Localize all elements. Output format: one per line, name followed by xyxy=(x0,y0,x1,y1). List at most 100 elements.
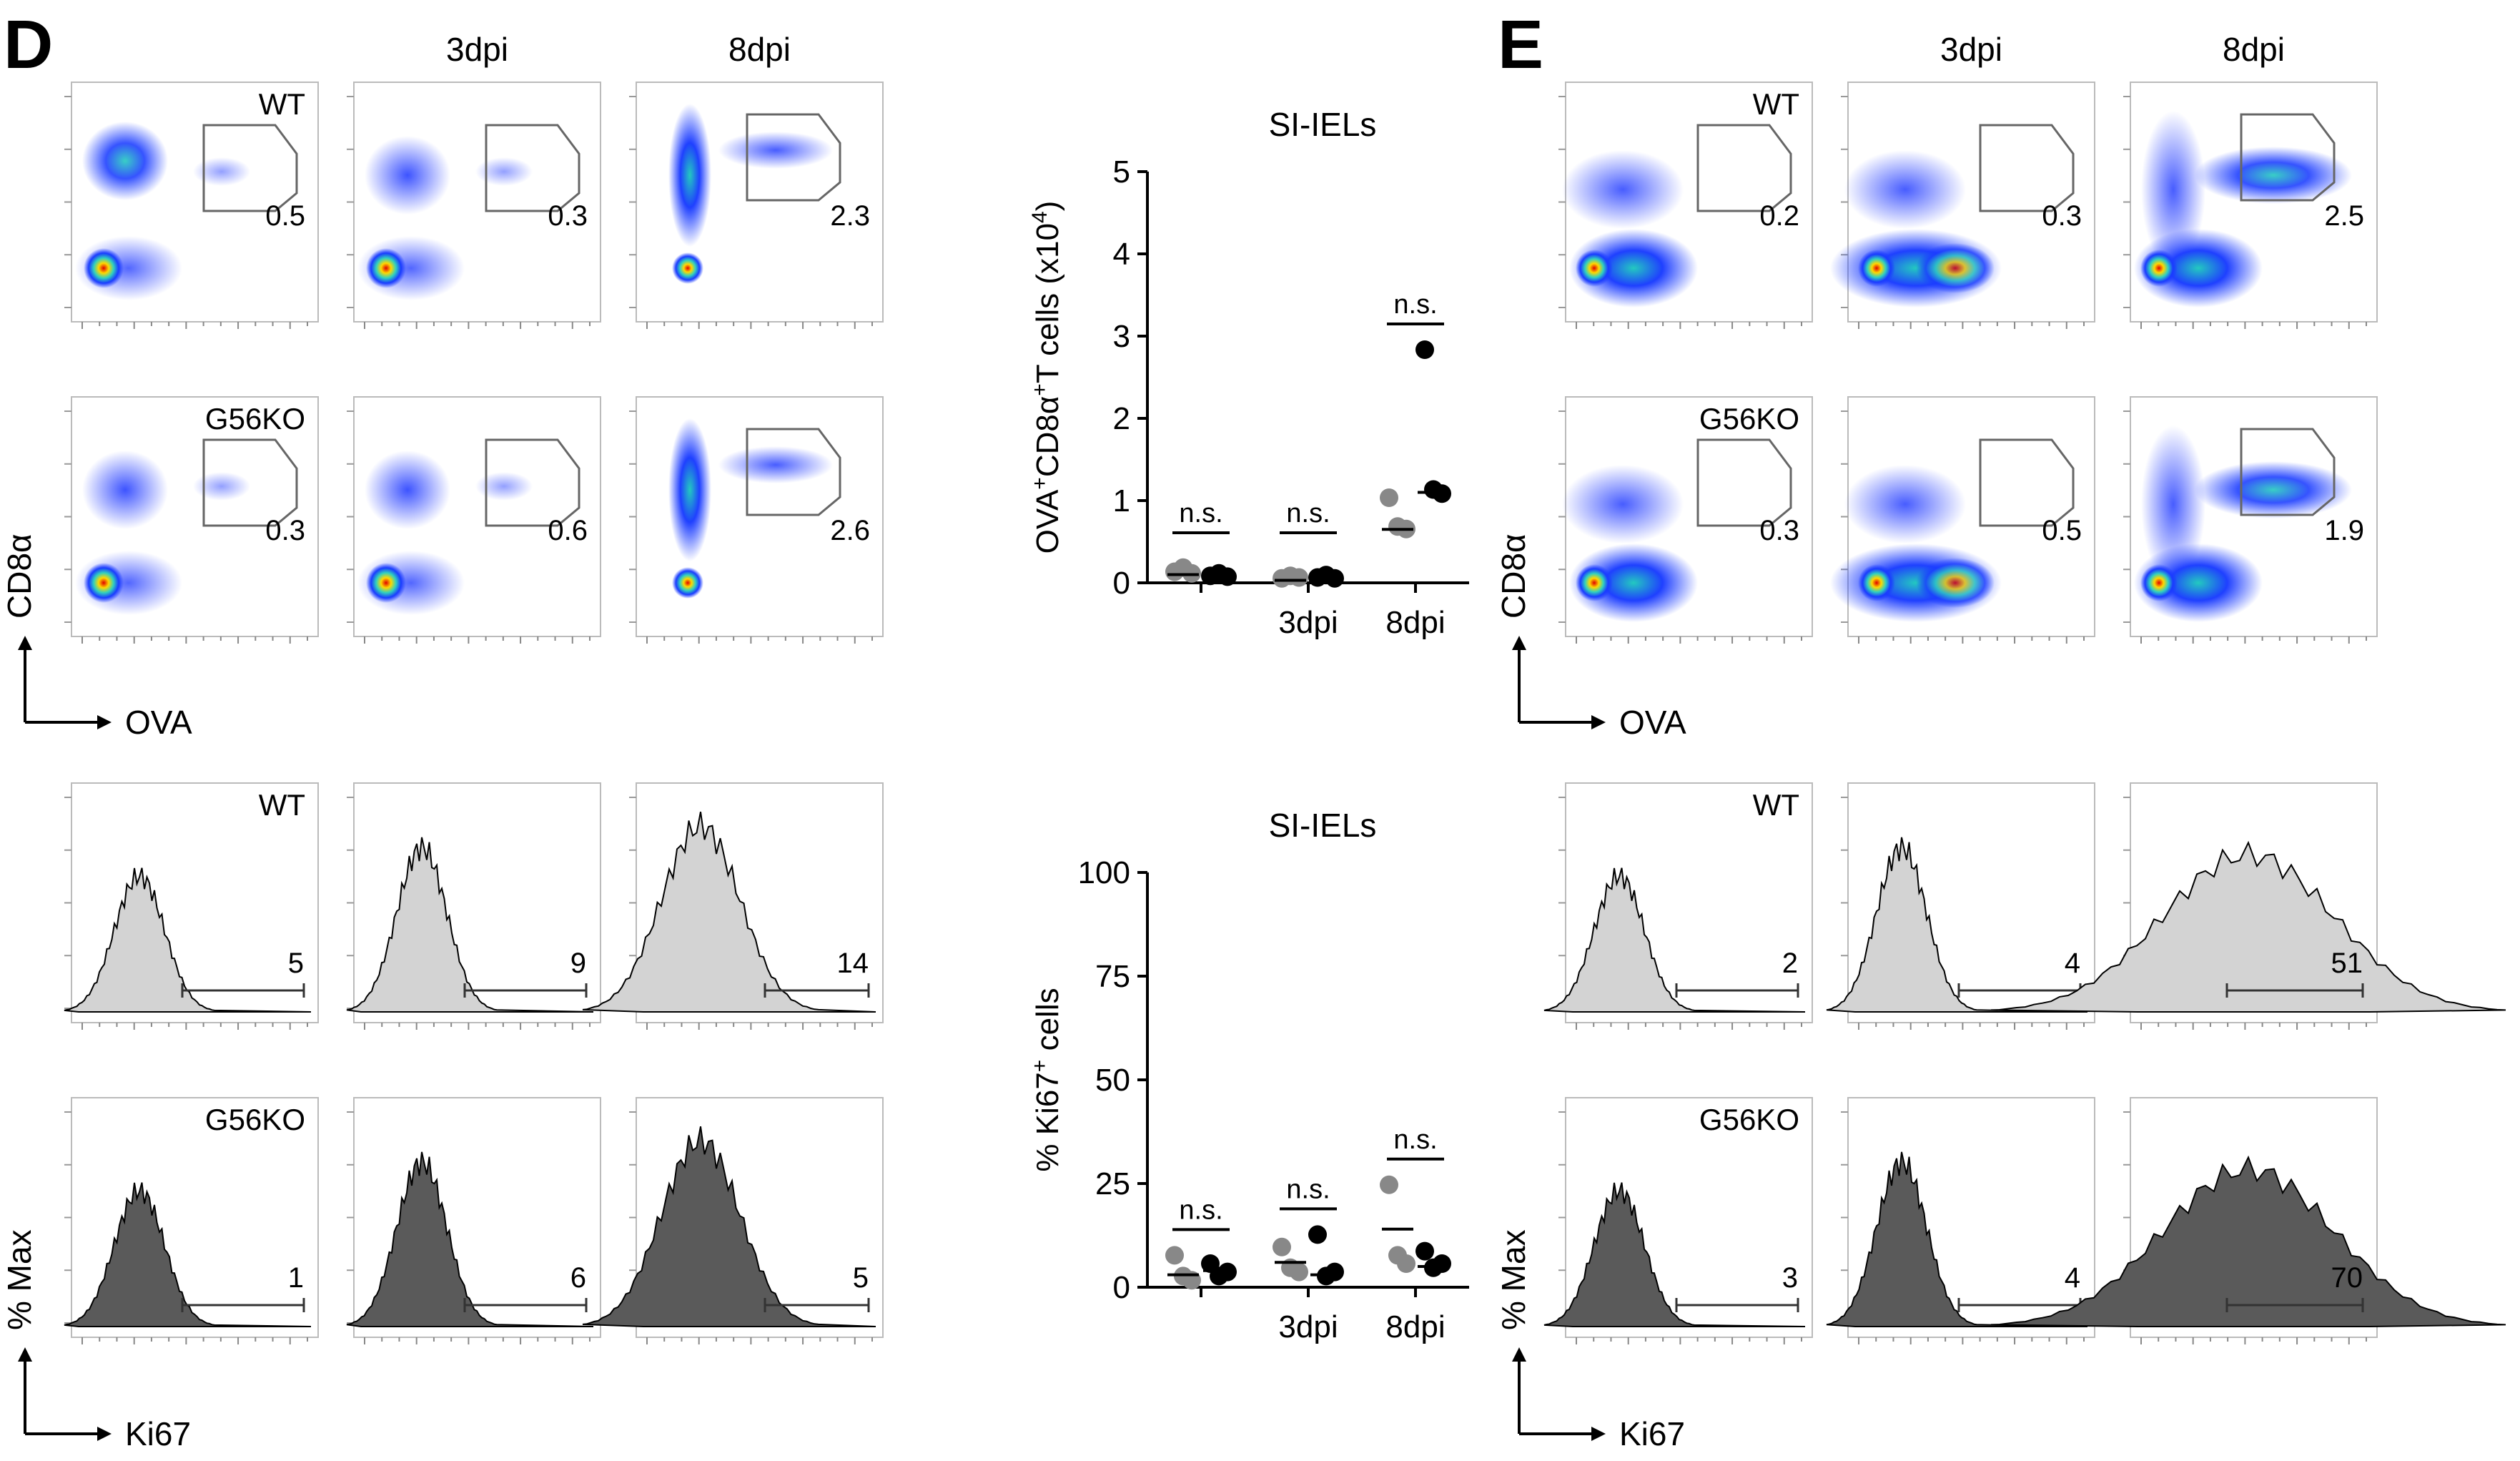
y-tick-label: 100 xyxy=(1078,855,1130,890)
arrowhead-up xyxy=(1512,636,1526,650)
arrowhead-right xyxy=(1591,715,1606,729)
gate-polygon xyxy=(485,438,580,527)
population-core xyxy=(1576,564,1613,601)
gate-percentage: 2.3 xyxy=(830,200,870,232)
ki67-gate-percentage: 1 xyxy=(288,1262,304,1294)
x-axis-marker-label: Ki67 xyxy=(125,1415,191,1452)
ki67-gate-percentage: 6 xyxy=(570,1262,586,1294)
panel-d: D 3dpi 8dpi 0.5 WT 5 WT 0.3 9 2.3 14 0.3 G56KO 1 G56KO… xyxy=(1,6,884,1452)
gate-polygon xyxy=(746,113,841,202)
x-axis-marker-label: Ki67 xyxy=(1619,1415,1685,1452)
population-ova-positive xyxy=(475,472,533,501)
gate-polygon xyxy=(2240,113,2336,202)
population-cd8-high xyxy=(2141,111,2205,268)
gate-polygon xyxy=(202,438,298,527)
chart-title: SI-IELs xyxy=(1269,106,1377,143)
label-part: % Ki67 xyxy=(1030,1072,1065,1171)
panel-letter: D xyxy=(4,6,53,83)
arrowhead-right xyxy=(97,1427,112,1441)
data-point-wt xyxy=(1290,1262,1308,1282)
histogram-curve xyxy=(582,1126,876,1327)
population-ova-positive xyxy=(718,132,833,169)
ki67-gate-percentage: 3 xyxy=(1782,1262,1798,1294)
ki67-gate-percentage: 70 xyxy=(2331,1262,2363,1294)
population-ova-positive xyxy=(2195,461,2352,518)
data-point-g56ko xyxy=(1218,567,1237,586)
data-point-g56ko xyxy=(1325,1262,1344,1282)
ki67-gate-percentage: 5 xyxy=(853,1262,869,1294)
gate-percentage: 0.3 xyxy=(2042,200,2082,232)
gate-percentage: 0.3 xyxy=(548,200,588,232)
row-label: WT xyxy=(1753,788,1799,822)
y-tick-label: 50 xyxy=(1095,1063,1130,1098)
x-tick-label: 8dpi xyxy=(1385,1309,1445,1344)
histogram-curve xyxy=(1543,867,1806,1013)
histogram-curve xyxy=(1990,1155,2506,1327)
gate-percentage: 0.3 xyxy=(265,515,305,546)
population-cd8-high xyxy=(365,136,450,215)
superscript: + xyxy=(1028,383,1052,396)
column-header: 3dpi xyxy=(1940,31,2002,68)
population-cd8-low xyxy=(1569,229,1698,308)
gate-polygon xyxy=(1979,124,2075,212)
histogram-curve xyxy=(1826,837,2088,1013)
y-tick-label: 2 xyxy=(1113,401,1130,436)
x-tick-label: 3dpi xyxy=(1278,1309,1338,1344)
ki67-gate-percentage: 4 xyxy=(2065,1262,2080,1294)
row-label: G56KO xyxy=(205,1103,305,1136)
panel-letter: E xyxy=(1498,6,1543,83)
significance-label: n.s. xyxy=(1286,1174,1330,1204)
population-ova-positive xyxy=(193,157,250,186)
y-tick-label: 5 xyxy=(1113,154,1130,190)
population-core xyxy=(1858,564,1895,601)
y-tick-label: 3 xyxy=(1113,319,1130,354)
y-tick-label: 25 xyxy=(1095,1166,1130,1201)
data-point-g56ko xyxy=(1415,340,1434,359)
ki67-gate-percentage: 14 xyxy=(837,948,869,979)
y-axis-label: % Ki67+ cells xyxy=(1028,988,1066,1171)
population-core xyxy=(366,248,406,288)
population-cd8-high xyxy=(1562,465,1684,543)
arrowhead-up xyxy=(18,636,32,650)
column-header: 8dpi xyxy=(2223,31,2285,68)
arrowhead-up xyxy=(18,1347,32,1362)
superscript: 4 xyxy=(1028,211,1052,223)
y-tick-label: 75 xyxy=(1095,959,1130,994)
chart-title: SI-IELs xyxy=(1269,807,1377,844)
population-ova-positive xyxy=(193,472,250,501)
population-ova-positive xyxy=(2195,147,2352,204)
column-header: 3dpi xyxy=(446,31,508,68)
gate-percentage: 2.6 xyxy=(830,515,870,546)
gate-percentage: 1.9 xyxy=(2324,515,2364,546)
label-part: CD8α xyxy=(1030,396,1065,477)
y-tick-label: 1 xyxy=(1113,483,1130,518)
histogram-curve xyxy=(64,1182,312,1327)
gate-polygon xyxy=(202,124,298,212)
histogram-curve xyxy=(1826,1151,2088,1327)
data-point-wt xyxy=(1380,1175,1398,1194)
population-cd8-high xyxy=(1844,465,1966,543)
data-point-wt xyxy=(1397,1254,1415,1273)
population-cd8-high xyxy=(1562,150,1684,229)
data-point-g56ko xyxy=(1415,1241,1434,1261)
ki67-gate-percentage: 51 xyxy=(2331,948,2363,979)
data-point-wt xyxy=(1380,488,1398,507)
significance-label: n.s. xyxy=(1393,1125,1437,1155)
histogram-curve xyxy=(346,837,594,1013)
y-axis-marker-label: CD8α xyxy=(1,533,38,619)
label-part: T cells (x10 xyxy=(1030,223,1065,383)
population-cd8-high xyxy=(1844,150,1966,229)
y-axis-marker-label: CD8α xyxy=(1495,533,1532,619)
data-point-wt xyxy=(1165,1246,1184,1265)
dot-plot-2: SI-IELs 0 25 50 75 100 % Ki67+ cells n.s. 3dpi n.… xyxy=(1028,807,1469,1344)
y-axis-marker-label: % Max xyxy=(1,1229,38,1330)
superscript: + xyxy=(1028,477,1052,490)
x-tick-label: 3dpi xyxy=(1278,605,1338,640)
gate-polygon xyxy=(1979,438,2075,527)
gate-percentage: 0.6 xyxy=(548,515,588,546)
significance-label: n.s. xyxy=(1179,1195,1222,1225)
gate-percentage: 0.5 xyxy=(265,200,305,232)
row-label: WT xyxy=(1753,87,1799,121)
ki67-gate-percentage: 4 xyxy=(2065,948,2080,979)
